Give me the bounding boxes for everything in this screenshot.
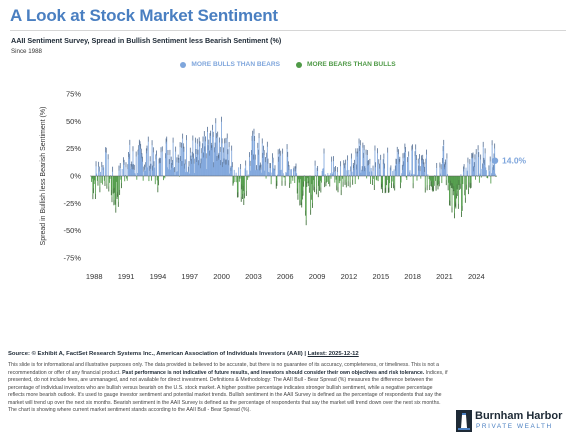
y-tick-label: 50% <box>66 117 81 126</box>
x-tick-label: 1988 <box>86 272 103 281</box>
y-axis-title: Spread in Bullish less Bearish Sentiment… <box>40 107 47 246</box>
legend-item-bears: MORE BEARS THAN BULLS <box>296 61 396 68</box>
y-tick-label: 25% <box>66 144 81 153</box>
x-tick-label: 2000 <box>213 272 230 281</box>
x-tick-label: 2018 <box>404 272 421 281</box>
page-title: A Look at Stock Market Sentiment <box>10 6 278 25</box>
x-tick-label: 1991 <box>118 272 135 281</box>
y-tick-label: -50% <box>63 226 81 235</box>
chart-subtitle: AAII Sentiment Survey, Spread in Bullish… <box>11 36 282 45</box>
logo-name: Burnham Harbor <box>475 410 563 422</box>
x-tick-label: 2015 <box>372 272 389 281</box>
last-value-point <box>491 157 499 164</box>
y-tick-label: 75% <box>66 90 81 99</box>
x-tick-label: 1997 <box>181 272 198 281</box>
title-divider <box>10 30 566 31</box>
x-tick-label: 2021 <box>436 272 453 281</box>
legend-label-bears: MORE BEARS THAN BULLS <box>307 61 396 68</box>
sentiment-chart: Spread in Bullish less Bearish Sentiment… <box>40 90 527 282</box>
disclaimer-text: This slide is for informational and illu… <box>8 362 448 415</box>
lighthouse-icon <box>456 410 472 432</box>
legend-swatch-bulls <box>180 61 187 68</box>
x-tick-label: 2009 <box>309 272 326 281</box>
legend-item-bulls: MORE BULLS THAN BEARS <box>180 61 280 68</box>
x-tick-label: 2006 <box>277 272 294 281</box>
y-tick-label: -25% <box>63 199 81 208</box>
x-tick-label: 1994 <box>150 272 167 281</box>
x-tick-label: 2012 <box>341 272 358 281</box>
last-value-label: 14.0% <box>502 156 527 166</box>
legend-swatch-bears <box>296 61 302 68</box>
disclaimer-bold: Past performance is not indicative of fu… <box>122 369 425 376</box>
x-tick-label: 2024 <box>468 272 485 281</box>
since-note: Since 1988 <box>11 48 42 55</box>
source-line: Source: © Exhibit A, FactSet Research Sy… <box>8 351 568 357</box>
chart-legend: MORE BULLS THAN BEARS MORE BEARS THAN BU… <box>0 61 576 68</box>
source-text: Source: © Exhibit A, FactSet Research Sy… <box>8 351 308 357</box>
x-tick-label: 2003 <box>245 272 262 281</box>
brand-logo: Burnham Harbor PRIVATE WEALTH <box>456 410 571 436</box>
logo-tagline: PRIVATE WEALTH <box>476 423 553 430</box>
disclaimer-part-2: Indices, if presented, do not include fe… <box>8 369 448 414</box>
y-tick-label: 0% <box>70 172 81 181</box>
legend-label-bulls: MORE BULLS THAN BEARS <box>191 61 280 68</box>
disclaimer-part-1: This slide is for informational and illu… <box>8 362 439 376</box>
latest-date-link[interactable]: Latest: 2025-12-12 <box>307 351 359 357</box>
y-tick-label: -75% <box>63 254 81 263</box>
